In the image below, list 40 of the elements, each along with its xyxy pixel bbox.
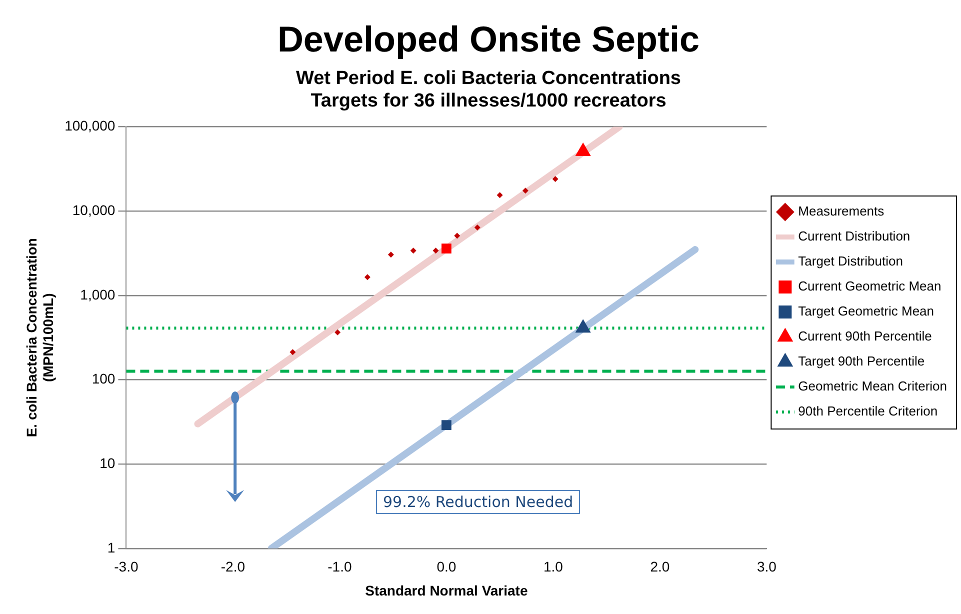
legend-label: Target 90th Percentile <box>798 354 925 369</box>
legend-label: 90th Percentile Criterion <box>798 404 938 419</box>
legend-label: Geometric Mean Criterion <box>798 378 947 394</box>
point <box>474 224 480 230</box>
y-tick-label: 10 <box>100 454 116 471</box>
y-tick-label: 100,000 <box>64 118 116 134</box>
x-tick-label: -1.0 <box>328 558 352 575</box>
legend-label: Target Distribution <box>798 254 903 269</box>
x-axis-title: Standard Normal Variate <box>365 582 528 598</box>
point <box>410 248 416 254</box>
y-tick-label: 10,000 <box>72 202 116 218</box>
point <box>496 192 503 198</box>
point <box>364 274 370 280</box>
annotation: 99.2% Reduction Needed <box>376 490 580 514</box>
x-tick-label: 1.0 <box>543 558 564 575</box>
point <box>454 232 460 239</box>
point <box>388 252 394 258</box>
point <box>441 420 452 430</box>
x-tick-label: 3.0 <box>756 558 777 575</box>
legend-label: Current Distribution <box>798 228 910 244</box>
legend-label: Current 90th Percentile <box>798 328 932 344</box>
point <box>334 329 341 336</box>
x-tick-label: 2.0 <box>650 558 670 575</box>
y-axis-title: E. coli Bacteria Concentration (MPN/100mL) <box>23 238 56 438</box>
chart-title: Developed Onsite Septic <box>277 18 700 60</box>
legend-label: Measurements <box>798 204 885 219</box>
point <box>290 349 296 356</box>
y-tick-label: 1,000 <box>80 286 116 302</box>
legend-label: Target Geometric Mean <box>798 304 934 319</box>
point <box>522 188 528 194</box>
point <box>441 244 452 254</box>
point <box>552 176 558 182</box>
chart-subtitle: Wet Period E. coli Bacteria Concentrations Targets for 36 illnesses/1000 recreators <box>296 68 682 112</box>
y-tick-label: 1 <box>107 539 116 556</box>
x-tick-label: -2.0 <box>220 558 246 575</box>
point <box>432 248 439 254</box>
legend-label: Current Geometric Mean <box>798 278 942 294</box>
y-tick-label: 100 <box>92 370 116 387</box>
x-tick-label: -3.0 <box>114 558 138 575</box>
x-tick-label: 0.0 <box>436 558 456 575</box>
